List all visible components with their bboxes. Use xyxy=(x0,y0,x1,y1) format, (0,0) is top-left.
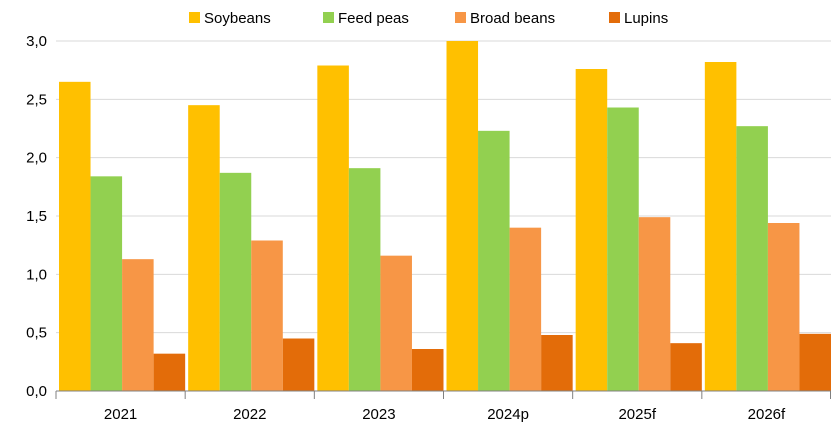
legend-label: Lupins xyxy=(624,10,668,27)
x-axis-ticks: 2021 2022 2023 2024p 2025f 2026f xyxy=(104,406,786,423)
y-tick-label: 0,5 xyxy=(26,325,47,342)
bar-soybeans xyxy=(317,65,349,391)
bar-lupins xyxy=(153,353,186,391)
legend-item-broad-beans: Broad beans xyxy=(455,10,555,27)
x-tick-label: 2023 xyxy=(362,406,395,423)
y-tick-label: 1,5 xyxy=(26,208,47,225)
legend-label: Soybeans xyxy=(204,10,271,27)
bar-feed-peas xyxy=(219,172,252,391)
legend-item-feed-peas: Feed peas xyxy=(323,10,409,27)
bar-feed-peas xyxy=(736,126,768,392)
legend-swatch xyxy=(189,12,200,23)
legend-swatch xyxy=(609,12,620,23)
bar-lupins xyxy=(411,349,444,391)
x-tick-label: 2026f xyxy=(748,406,786,423)
gridlines xyxy=(56,40,831,334)
legend-item-soybeans: Soybeans xyxy=(189,10,271,27)
bar-soybeans xyxy=(59,81,91,391)
bar-feed-peas xyxy=(90,176,123,391)
x-tick-label: 2021 xyxy=(104,406,137,423)
y-tick-label: 2,5 xyxy=(26,91,47,108)
legend-label: Broad beans xyxy=(470,10,555,27)
bar-lupins xyxy=(282,338,315,391)
legend-swatch xyxy=(323,12,334,23)
legend-swatch xyxy=(455,12,466,23)
x-tick-label: 2022 xyxy=(233,406,266,423)
bar-feed-peas xyxy=(348,168,381,391)
bar-broad-beans xyxy=(251,240,283,391)
y-tick-label: 1,0 xyxy=(26,266,47,283)
bar-broad-beans xyxy=(380,255,412,391)
bar-broad-beans xyxy=(122,259,154,391)
bar-feed-peas xyxy=(607,107,639,391)
x-tick-label: 2024p xyxy=(487,406,529,423)
bar-feed-peas xyxy=(478,130,510,392)
bar-soybeans xyxy=(575,69,608,391)
y-tick-label: 3,0 xyxy=(26,33,47,50)
bar-soybeans xyxy=(446,41,479,391)
bar-lupins xyxy=(799,333,831,391)
x-tick-label: 2025f xyxy=(618,406,656,423)
y-tick-label: 0,0 xyxy=(26,383,47,400)
legend-label: Feed peas xyxy=(338,10,409,27)
bar-lupins xyxy=(670,343,702,391)
bar-broad-beans xyxy=(509,227,542,391)
legend: Soybeans Feed peas Broad beans Lupins xyxy=(189,10,668,27)
bar-soybeans xyxy=(704,62,737,391)
bar-soybeans xyxy=(188,105,220,392)
legend-item-lupins: Lupins xyxy=(609,10,668,27)
bar-broad-beans xyxy=(767,223,800,391)
bar-broad-beans xyxy=(638,217,671,391)
axes xyxy=(55,390,831,399)
bars xyxy=(59,41,831,392)
bar-lupins xyxy=(541,335,573,391)
y-axis-ticks: 0,0 0,5 1,0 1,5 2,0 2,5 3,0 xyxy=(26,33,47,400)
y-tick-label: 2,0 xyxy=(26,150,47,167)
